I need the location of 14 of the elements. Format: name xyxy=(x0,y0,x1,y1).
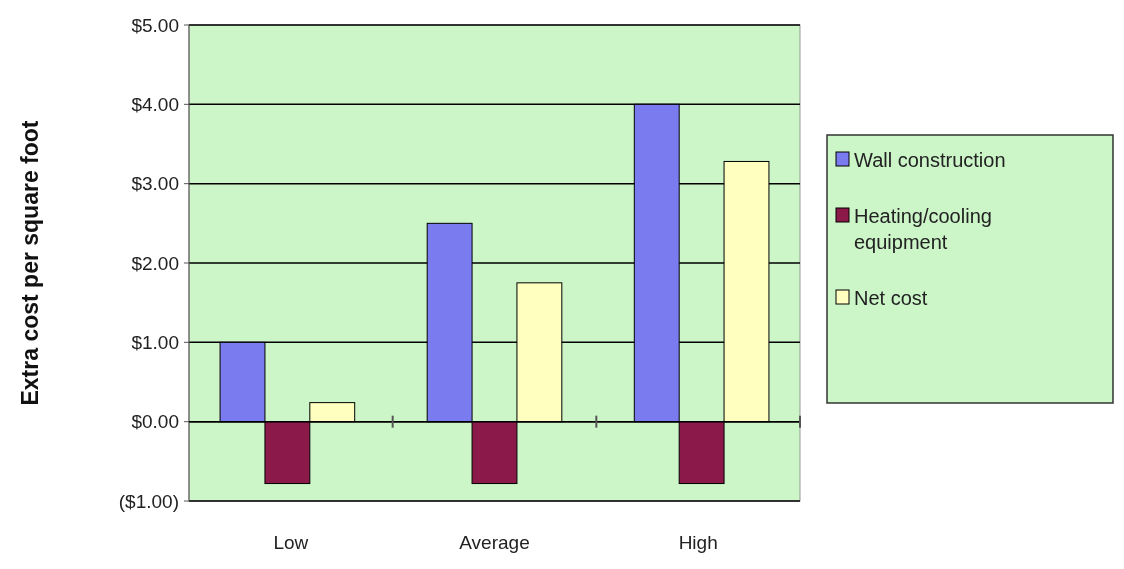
y-tick-label: $2.00 xyxy=(131,252,179,274)
legend-label: Wall construction xyxy=(854,149,1006,171)
y-tick-label: $4.00 xyxy=(131,93,179,115)
y-tick-label: ($1.00) xyxy=(118,490,179,512)
y-axis-title: Extra cost per square foot xyxy=(17,120,43,406)
y-tick-label: $3.00 xyxy=(131,173,179,195)
y-tick-label: $0.00 xyxy=(131,411,179,433)
legend-label: Net cost xyxy=(854,287,928,309)
x-tick-label: Low xyxy=(273,532,309,553)
legend-label: Heating/cooling equipment xyxy=(854,205,992,253)
x-tick-label: High xyxy=(678,532,718,553)
x-tick-label: Average xyxy=(459,532,530,553)
y-tick-label: $5.00 xyxy=(131,14,179,36)
y-tick-label: $1.00 xyxy=(131,331,179,353)
